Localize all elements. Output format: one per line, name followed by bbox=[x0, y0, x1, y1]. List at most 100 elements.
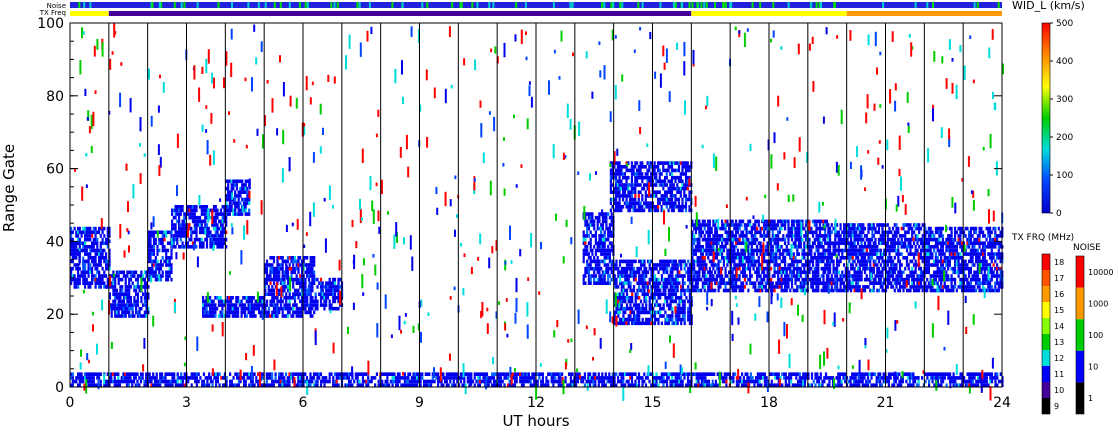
echo-cell bbox=[714, 270, 717, 275]
echo-cell bbox=[710, 241, 713, 245]
echo-cell bbox=[242, 296, 245, 300]
echo-cell bbox=[227, 190, 230, 194]
echo-cell bbox=[616, 165, 619, 169]
noise-bar-tick bbox=[751, 2, 754, 8]
echo-cell bbox=[307, 266, 311, 271]
echo-cell bbox=[610, 266, 613, 271]
echo-cell bbox=[657, 165, 660, 169]
echo-cell bbox=[191, 230, 195, 235]
echo-cell bbox=[670, 161, 674, 165]
echo-cell bbox=[295, 277, 298, 282]
echo-cell bbox=[620, 270, 623, 275]
echo-cell bbox=[598, 274, 601, 278]
echo-cell bbox=[244, 190, 247, 194]
echo-cell bbox=[773, 234, 776, 238]
echo-cell bbox=[607, 226, 610, 231]
echo-cell bbox=[632, 321, 636, 326]
echo-cell bbox=[258, 296, 261, 300]
echo-cell bbox=[770, 248, 773, 253]
echo-cell bbox=[231, 310, 234, 315]
echo-cell bbox=[128, 277, 131, 282]
echo-cell bbox=[195, 245, 198, 249]
echo-cell bbox=[313, 299, 316, 304]
echo-cell bbox=[610, 263, 613, 267]
echo-cell bbox=[99, 248, 102, 253]
echo-cell bbox=[865, 285, 868, 289]
echo-cell bbox=[632, 270, 636, 275]
noise-bar-tick bbox=[451, 2, 454, 8]
echo-cell bbox=[600, 252, 603, 256]
echo-cell bbox=[302, 277, 305, 282]
echo-cell bbox=[634, 205, 637, 209]
echo-cell bbox=[683, 194, 686, 198]
echo-cell bbox=[70, 274, 73, 278]
echo-cell bbox=[149, 270, 152, 275]
echo-cell bbox=[629, 205, 632, 209]
echo-cell bbox=[106, 226, 109, 231]
echo-cell bbox=[622, 172, 625, 176]
echo-cell bbox=[797, 230, 801, 235]
echo-cell bbox=[747, 263, 750, 267]
echo-cell bbox=[75, 248, 78, 253]
echo-cell bbox=[235, 212, 238, 216]
echo-cell bbox=[234, 179, 237, 184]
echo-cell bbox=[166, 230, 170, 235]
echo-cell bbox=[844, 288, 847, 293]
echo-cell bbox=[815, 274, 818, 278]
echo-cell bbox=[645, 270, 648, 275]
echo-cell bbox=[106, 230, 109, 235]
echo-cell bbox=[895, 248, 898, 253]
echo-cell bbox=[745, 234, 748, 238]
echo-cell bbox=[108, 256, 111, 260]
echo-cell bbox=[911, 266, 914, 271]
echo-cell bbox=[858, 226, 861, 231]
echo-cell bbox=[754, 237, 757, 242]
echo-cell bbox=[733, 259, 736, 264]
echo-cell bbox=[877, 226, 881, 231]
echo-cell bbox=[846, 277, 849, 282]
echo-cell bbox=[653, 292, 657, 296]
echo-cell bbox=[306, 296, 309, 300]
noise-bar-tick bbox=[264, 2, 267, 8]
echo-cell bbox=[203, 299, 206, 304]
echo-cell bbox=[669, 317, 672, 322]
echo-cell bbox=[883, 241, 886, 245]
echo-cell bbox=[650, 161, 653, 165]
echo-cell bbox=[96, 281, 99, 285]
echo-cell bbox=[625, 266, 629, 271]
echo-cell bbox=[698, 288, 701, 293]
echo-cell bbox=[304, 288, 307, 293]
echo-cell bbox=[669, 306, 672, 311]
echo-cell bbox=[846, 237, 849, 242]
echo-cell bbox=[817, 277, 820, 282]
echo-cell bbox=[613, 161, 616, 165]
echo-cell bbox=[653, 175, 656, 180]
echo-cell bbox=[759, 248, 762, 253]
echo-cell bbox=[736, 230, 739, 235]
echo-cell bbox=[678, 259, 681, 264]
echo-cell bbox=[790, 281, 794, 285]
echo-cell bbox=[670, 168, 674, 173]
echo-cell bbox=[92, 226, 95, 231]
echo-cell bbox=[785, 245, 788, 249]
echo-cell bbox=[126, 296, 129, 300]
echo-cell bbox=[846, 285, 849, 289]
echo-cell bbox=[740, 223, 743, 227]
echo-cell bbox=[630, 194, 633, 198]
echo-cell bbox=[669, 274, 672, 278]
echo-cell bbox=[764, 245, 767, 249]
echo-cell bbox=[133, 303, 136, 307]
echo-cell bbox=[664, 266, 667, 271]
echo-cell bbox=[865, 274, 868, 278]
echo-cell bbox=[710, 274, 713, 278]
echo-cell bbox=[662, 168, 665, 173]
echo-cell bbox=[288, 299, 291, 304]
echo-cell bbox=[89, 230, 92, 235]
echo-cell bbox=[721, 234, 724, 238]
echo-cell bbox=[202, 208, 205, 213]
echo-cell bbox=[858, 266, 861, 271]
echo-cell bbox=[138, 274, 141, 278]
echo-cell bbox=[632, 288, 636, 293]
echo-cell bbox=[629, 285, 632, 289]
echo-cell bbox=[757, 256, 760, 260]
